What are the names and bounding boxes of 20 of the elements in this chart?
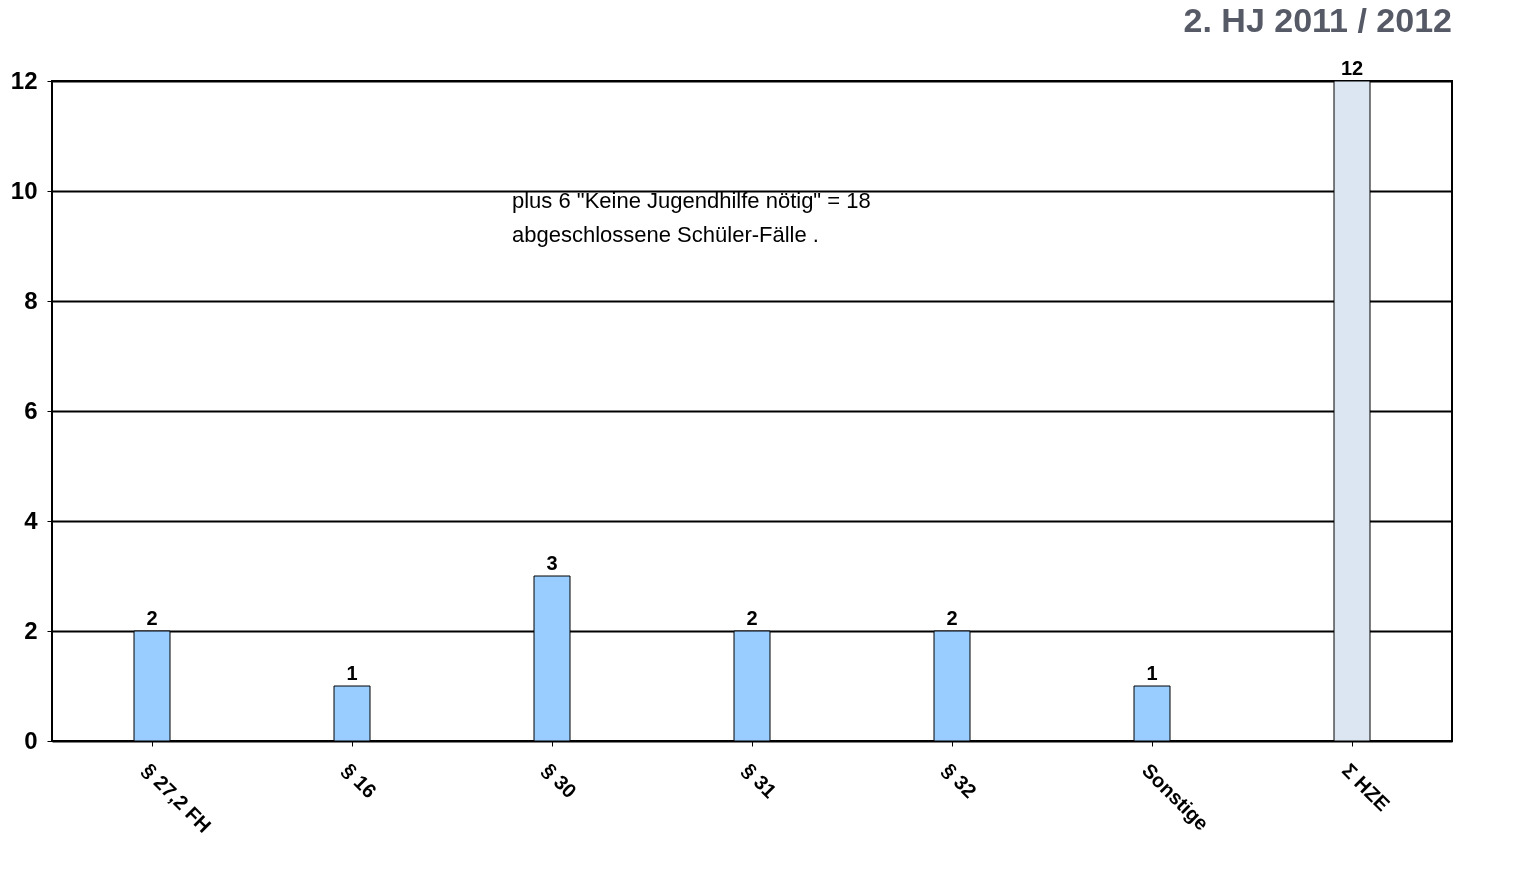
chart-title: 2. HJ 2011 / 2012: [1183, 1, 1452, 39]
x-tick-label: § 30: [537, 759, 581, 803]
y-tick-label: 0: [24, 726, 38, 754]
y-tick-label: 6: [24, 396, 38, 424]
annotation: plus 6 "Keine Jugendhilfe nötig" = 18 abgeschlossene Schüler-Fälle .: [512, 188, 871, 247]
x-tick-label: § 32: [937, 759, 981, 803]
y-tick-label: 12: [10, 66, 38, 94]
data-label: 12: [1340, 57, 1364, 79]
x-tick-label: § 31: [737, 759, 781, 803]
data-label: 1: [346, 662, 358, 684]
data-label: 1: [1146, 662, 1158, 684]
x-tick-label: § 16: [337, 759, 381, 803]
y-tick-label: 4: [24, 506, 39, 534]
data-label: 2: [746, 607, 758, 629]
data-label: 3: [546, 552, 558, 574]
y-tick-label: 2: [24, 616, 38, 644]
data-label: 2: [146, 607, 158, 629]
data-label: 2: [946, 607, 958, 629]
y-tick-label: 10: [10, 176, 38, 204]
y-tick-label: 8: [24, 286, 38, 314]
